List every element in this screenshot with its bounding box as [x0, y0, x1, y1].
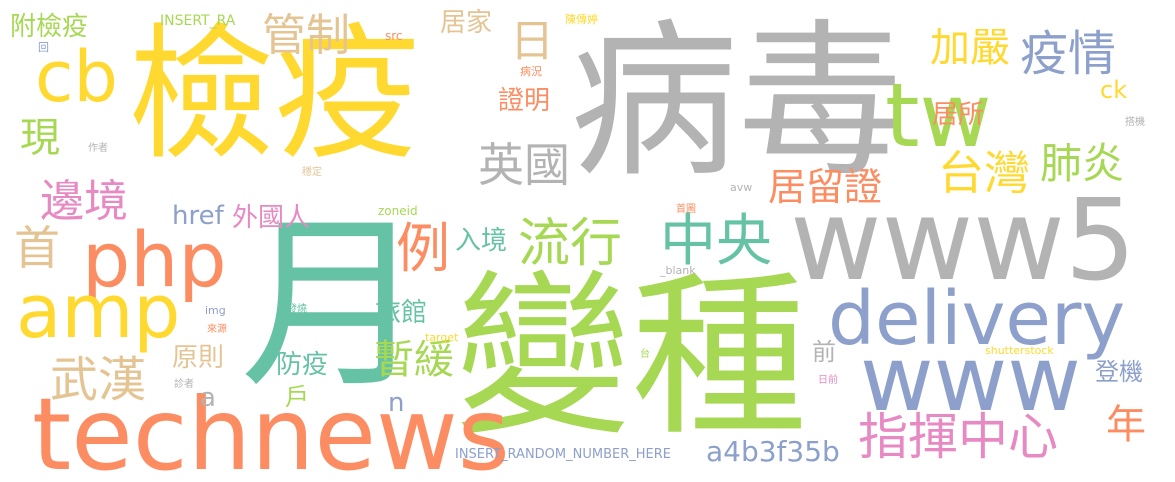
- word-target: target: [425, 331, 459, 344]
- word-php: php: [82, 215, 227, 304]
- word-qian: 前: [812, 338, 836, 366]
- word-ri: 日: [510, 16, 554, 67]
- word-dengji: 登機: [1095, 358, 1143, 386]
- word-yingguo: 英國: [478, 138, 570, 192]
- word-shouye: 首圖: [676, 204, 696, 215]
- word-waiguoren: 外國人: [232, 203, 311, 233]
- word-zanhuan: 暫緩: [374, 337, 454, 383]
- word-yiqing: 疫情: [1020, 26, 1117, 82]
- word-tw: tw: [885, 64, 992, 167]
- word-zuozhe: 作者: [88, 143, 108, 154]
- word-bingdu: 病毒: [570, 4, 906, 200]
- word-www: www: [860, 327, 1081, 432]
- word-chenshi: 陳傳婷: [565, 13, 598, 26]
- word-hui: 回: [38, 41, 49, 54]
- word-img: img: [205, 304, 226, 317]
- word-jiayan: 加嚴: [930, 25, 1010, 71]
- word-yue: 月: [240, 196, 427, 413]
- word-a: a: [200, 383, 216, 413]
- word-src: src: [385, 29, 403, 43]
- word-rujing: 入境: [455, 226, 508, 256]
- word-delivery: delivery: [828, 276, 1126, 362]
- word-zhenzhe: 診者: [174, 379, 194, 390]
- word-zoneid: zoneid: [378, 204, 418, 218]
- word-zhongyang: 中央: [660, 209, 772, 274]
- word-a4b3: a4b3f35b: [706, 435, 840, 468]
- word-fangyi: 防疫: [276, 350, 329, 380]
- word-bingkuang: 病況: [520, 65, 542, 78]
- word-shutterstock: shutterstock: [985, 344, 1054, 357]
- word-rimu: 日前: [818, 375, 838, 386]
- word-lvguan: 旅館: [375, 298, 428, 328]
- word-juliuzheng: 居留證: [768, 165, 883, 209]
- word-wending: 穩定: [302, 167, 322, 178]
- word-nian: 年: [1106, 402, 1146, 448]
- word-n: n: [388, 388, 405, 418]
- word-fashao: 發燒: [287, 304, 307, 315]
- word-tai: 台: [640, 349, 650, 360]
- word-hu: 戶: [285, 383, 309, 411]
- word-yuanze: 原則: [172, 343, 225, 373]
- word-taiwan: 台灣: [938, 146, 1030, 200]
- word-wuhan: 武漢: [50, 352, 147, 408]
- word-guanzhi: 管制: [262, 10, 350, 61]
- word-bianzhong: 變種: [455, 255, 808, 460]
- word-daji: 搭機: [1125, 117, 1145, 128]
- word-cb: cb: [35, 36, 118, 118]
- word-jianyi: 檢疫: [128, 10, 420, 180]
- word-zhengming: 證明: [498, 86, 551, 116]
- word-insert-ra: INSERT_RA: [160, 13, 236, 29]
- word-avw: avw: [730, 181, 753, 194]
- word-blank: _blank: [660, 264, 696, 277]
- word-li: 例: [396, 217, 450, 280]
- word-amp: amp: [16, 269, 181, 355]
- word-ck: ck: [1100, 76, 1128, 104]
- word-laiyuan: 來源: [207, 324, 227, 335]
- word-liuxing: 流行: [518, 214, 623, 274]
- word-feiyan: 肺炎: [1040, 139, 1125, 188]
- word-fujianyi: 附檢疫: [10, 12, 89, 42]
- word-jujia: 居家: [440, 8, 493, 38]
- word-zhihui: 指揮中心: [858, 408, 1058, 466]
- word-shou: 首: [14, 221, 60, 275]
- word-www5: www5: [790, 176, 1137, 306]
- word-href: href: [172, 201, 224, 231]
- word-technews: technews: [32, 376, 510, 482]
- word-xian: 現: [20, 115, 60, 161]
- word-jusuo: 居所: [932, 100, 985, 130]
- word-bianjing: 邊境: [40, 176, 128, 227]
- word-insert-full: INSERT_RANDOM_NUMBER_HERE: [455, 447, 671, 462]
